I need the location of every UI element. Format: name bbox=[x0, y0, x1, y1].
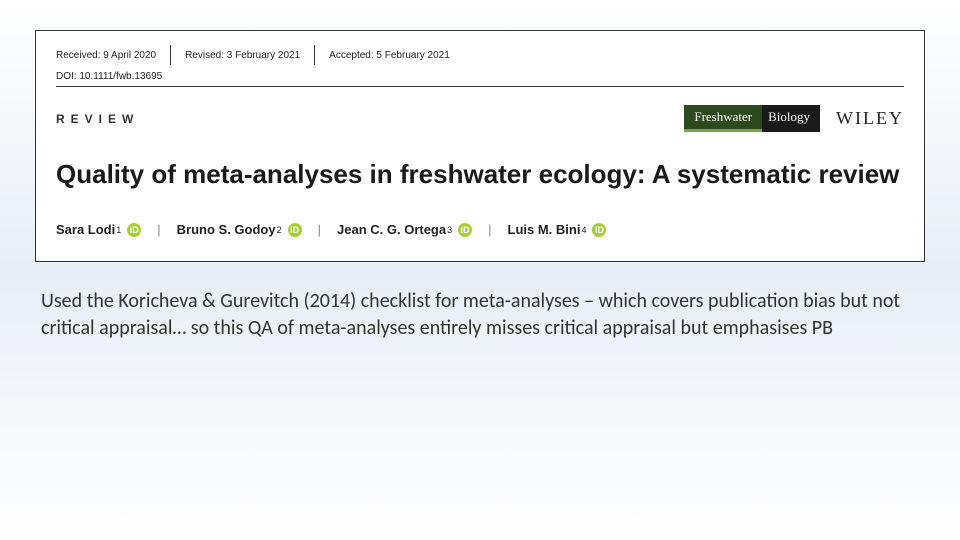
author-affil: 1 bbox=[116, 225, 121, 235]
paper-header-box: Received: 9 April 2020 Revised: 3 Februa… bbox=[35, 30, 925, 262]
paper-title: Quality of meta-analyses in freshwater e… bbox=[56, 156, 904, 192]
received-block: Received: 9 April 2020 bbox=[56, 50, 170, 61]
author-name: Jean C. G. Ortega bbox=[337, 222, 446, 237]
received-label: Received: bbox=[56, 50, 100, 61]
doi-label: DOI: bbox=[56, 71, 77, 82]
journal-name-right: Biology bbox=[762, 105, 820, 132]
received-value: 9 April 2020 bbox=[103, 50, 156, 61]
author-name: Luis M. Bini bbox=[508, 222, 581, 237]
author-separator: | bbox=[318, 222, 321, 237]
doi-row: DOI: 10.1111/fwb.13695 bbox=[56, 71, 904, 87]
author: Sara Lodi1 iD bbox=[56, 222, 141, 237]
revised-value: 3 February 2021 bbox=[227, 50, 300, 61]
accepted-label: Accepted: bbox=[329, 50, 373, 61]
accepted-block: Accepted: 5 February 2021 bbox=[329, 50, 464, 61]
author: Jean C. G. Ortega3 iD bbox=[337, 222, 472, 237]
orcid-icon: iD bbox=[288, 223, 302, 237]
author-name: Bruno S. Godoy bbox=[177, 222, 276, 237]
author: Luis M. Bini4 iD bbox=[508, 222, 607, 237]
author-name: Sara Lodi bbox=[56, 222, 115, 237]
author-affil: 4 bbox=[581, 225, 586, 235]
journal-badges: Freshwater Biology WILEY bbox=[684, 105, 904, 132]
author-affil: 3 bbox=[447, 225, 452, 235]
revised-label: Revised: bbox=[185, 50, 224, 61]
publisher-name: WILEY bbox=[836, 108, 904, 129]
author-separator: | bbox=[488, 222, 491, 237]
orcid-icon: iD bbox=[127, 223, 141, 237]
doi-value: 10.1111/fwb.13695 bbox=[79, 71, 162, 82]
metadata-row: Received: 9 April 2020 Revised: 3 Februa… bbox=[56, 45, 904, 65]
journal-badge: Freshwater Biology bbox=[684, 105, 820, 132]
author: Bruno S. Godoy2 iD bbox=[177, 222, 302, 237]
orcid-icon: iD bbox=[458, 223, 472, 237]
orcid-icon: iD bbox=[592, 223, 606, 237]
header-row: REVIEW Freshwater Biology WILEY bbox=[56, 105, 904, 132]
revised-block: Revised: 3 February 2021 bbox=[185, 50, 314, 61]
article-type: REVIEW bbox=[56, 112, 139, 126]
accepted-value: 5 February 2021 bbox=[376, 50, 449, 61]
journal-name-left: Freshwater bbox=[684, 105, 762, 132]
author-separator: | bbox=[157, 222, 160, 237]
slide-caption: Used the Koricheva & Gurevitch (2014) ch… bbox=[35, 288, 925, 342]
meta-divider bbox=[314, 45, 315, 65]
meta-divider bbox=[170, 45, 171, 65]
author-affil: 2 bbox=[277, 225, 282, 235]
authors-row: Sara Lodi1 iD | Bruno S. Godoy2 iD | Jea… bbox=[56, 222, 904, 237]
